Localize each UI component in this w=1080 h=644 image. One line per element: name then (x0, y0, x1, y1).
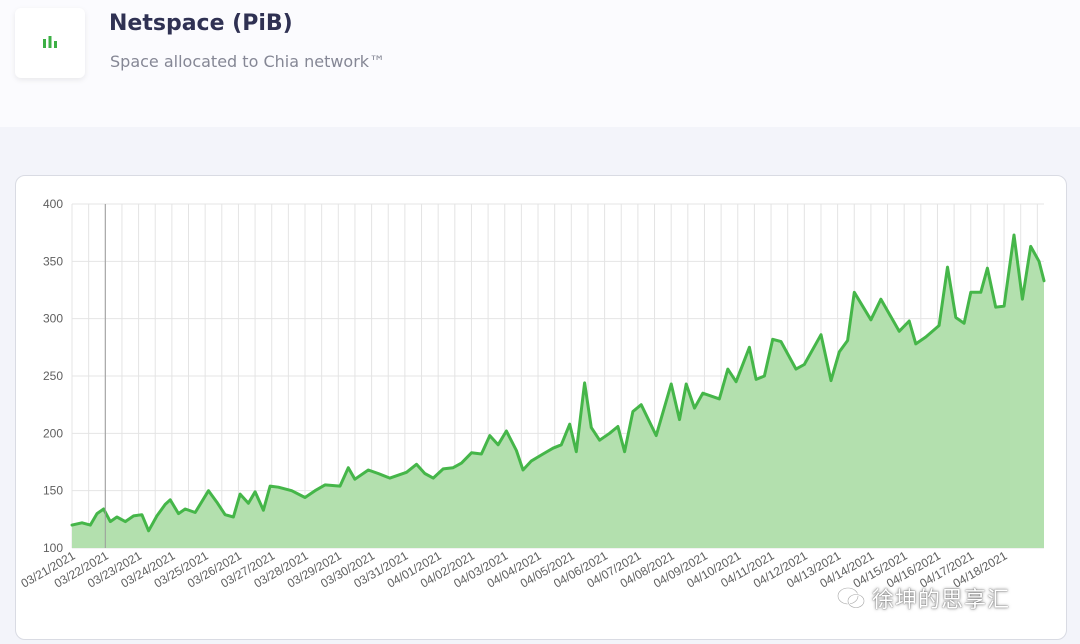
watermark-text: 徐坤的思享汇 (872, 588, 1011, 613)
netspace-area-chart[interactable]: 10015020025030035040003/21/202103/22/202… (16, 176, 1066, 639)
y-tick-label: 350 (43, 254, 63, 268)
y-tick-label: 400 (43, 197, 63, 211)
y-tick-label: 100 (43, 541, 63, 555)
page-title: Netspace (PiB) (109, 11, 293, 36)
netspace-icon-box (15, 8, 85, 78)
y-tick-label: 300 (43, 312, 63, 326)
page-header: Netspace (PiB) Space allocated to Chia n… (0, 0, 1080, 127)
bar-chart-icon (43, 36, 57, 48)
y-tick-label: 250 (43, 369, 63, 383)
chart-card: 100 150 200 250 300 350 400 03/21/2021 03/22/202… (15, 175, 1067, 640)
series-line (70, 233, 1046, 533)
y-tick-label: 150 (43, 484, 63, 498)
series-area-fill (72, 235, 1044, 548)
y-tick-label: 200 (43, 426, 63, 440)
wechat-icon (836, 586, 866, 609)
page-subtitle: Space allocated to Chia network™ (110, 52, 386, 71)
watermark: 徐坤的思享汇 (836, 583, 1050, 613)
